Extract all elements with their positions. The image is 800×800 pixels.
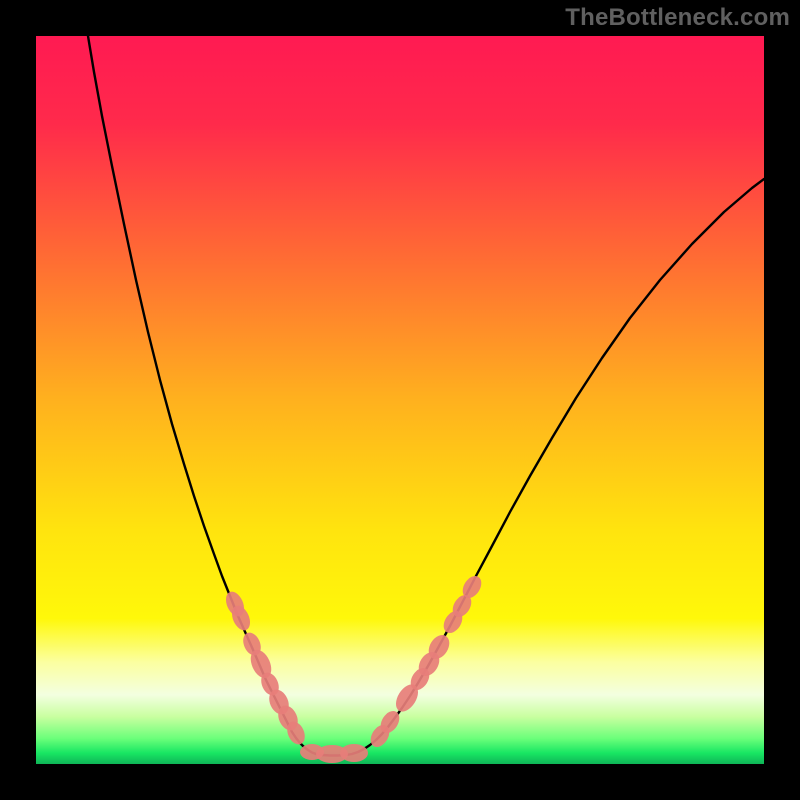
watermark-text: TheBottleneck.com [565, 4, 790, 32]
figure-canvas: TheBottleneck.com [0, 0, 800, 800]
bottom-marker [340, 744, 368, 762]
bottleneck-curve-chart [36, 36, 764, 764]
gradient-background [36, 36, 764, 764]
chart-svg [36, 36, 764, 764]
